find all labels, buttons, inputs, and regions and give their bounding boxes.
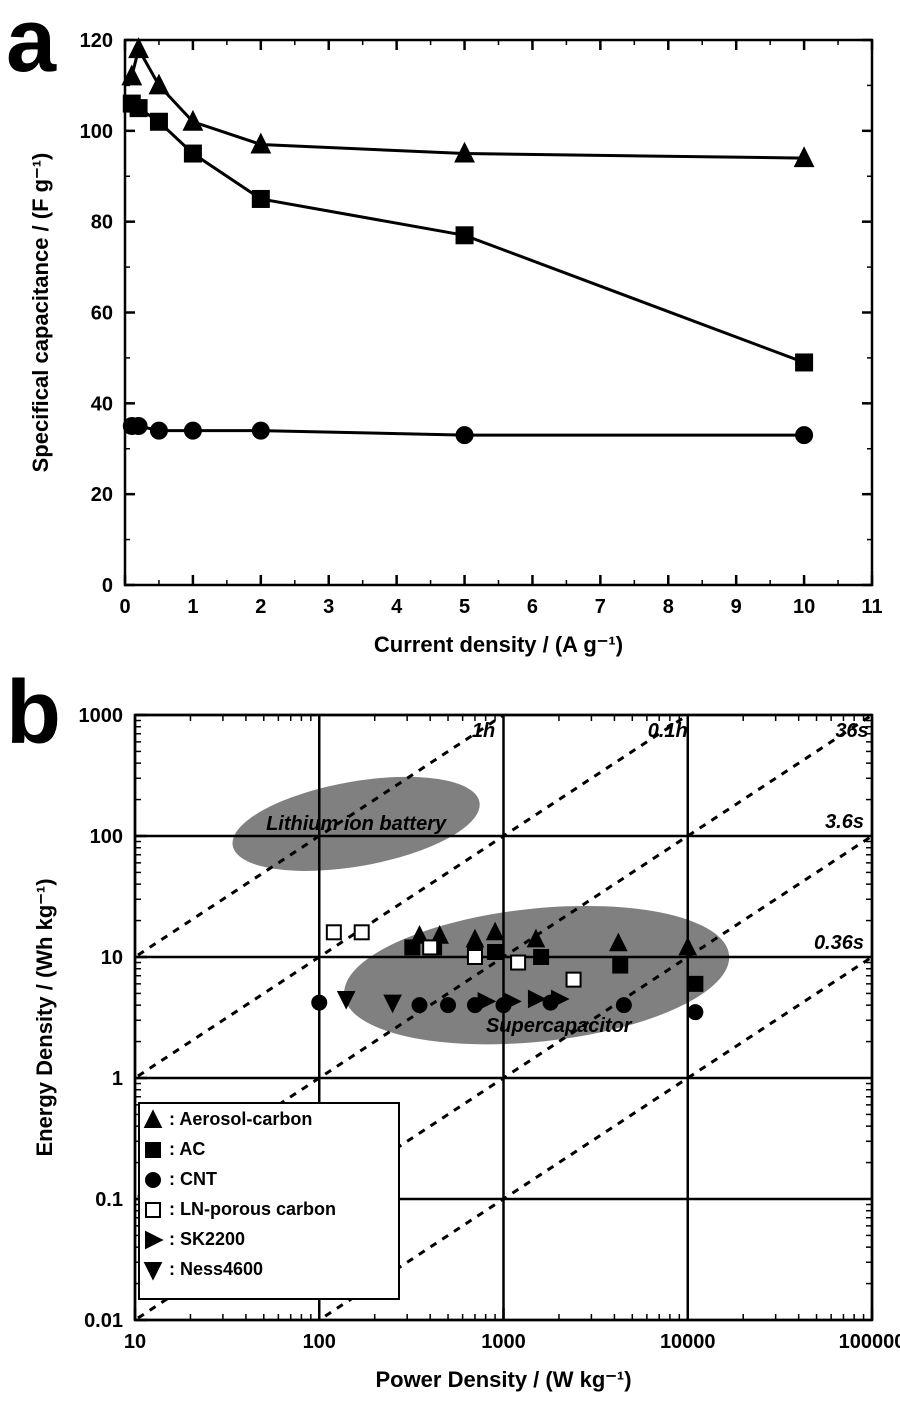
svg-text:7: 7: [595, 596, 606, 618]
svg-text:6: 6: [527, 596, 538, 618]
svg-text:0.01: 0.01: [84, 1310, 123, 1332]
svg-text:100: 100: [303, 1331, 336, 1353]
svg-text:9: 9: [731, 596, 742, 618]
panel-a-label: a: [6, 0, 56, 86]
svg-text:20: 20: [91, 484, 113, 506]
svg-text:1: 1: [112, 1068, 123, 1090]
svg-text:120: 120: [80, 30, 113, 52]
svg-text:1000: 1000: [481, 1331, 526, 1353]
svg-text:5: 5: [459, 596, 470, 618]
svg-text:2: 2: [255, 596, 266, 618]
svg-text:Power Density / (W kg⁻¹): Power Density / (W kg⁻¹): [375, 1367, 631, 1392]
svg-text:: Aerosol-carbon: : Aerosol-carbon: [169, 1109, 312, 1129]
svg-text:3: 3: [323, 596, 334, 618]
svg-text:11: 11: [861, 596, 882, 618]
svg-text:40: 40: [91, 393, 113, 415]
svg-text:36s: 36s: [835, 720, 868, 742]
svg-text:: SK2200: : SK2200: [169, 1229, 245, 1249]
panel-b-chart: 10 100 1000 10000 100000 0.01 0.1 1 10 100 1000 Pow…: [0, 680, 900, 1415]
panel-b-label: b: [6, 668, 61, 758]
svg-text:0.36s: 0.36s: [814, 932, 864, 954]
panel-b: b 101001000100001000000.010.11101001000P…: [0, 680, 900, 1415]
svg-text:8: 8: [663, 596, 674, 618]
svg-text:3.6s: 3.6s: [825, 811, 864, 833]
svg-text:100: 100: [80, 121, 113, 143]
svg-text:: CNT: : CNT: [169, 1169, 217, 1189]
page: a 01234567891011020406080100120Current d…: [0, 0, 900, 1415]
svg-text:Specifical capacitance / (F g⁻: Specifical capacitance / (F g⁻¹): [28, 153, 53, 473]
svg-text:10000: 10000: [660, 1331, 716, 1353]
panel-a-chart: 0 1 2 3 4 5 6 7 8 9 10 11 0 20 40 60 80 100 120 Current den…: [0, 0, 900, 680]
svg-text:: LN-porous carbon: : LN-porous carbon: [169, 1199, 336, 1219]
svg-text:0: 0: [119, 596, 130, 618]
svg-text:: AC: : AC: [169, 1139, 205, 1159]
svg-text:10: 10: [124, 1331, 146, 1353]
svg-text:Lithium ion battery: Lithium ion battery: [266, 813, 447, 835]
svg-text:4: 4: [391, 596, 403, 618]
svg-text:1h: 1h: [472, 720, 495, 742]
svg-text:0: 0: [102, 575, 113, 597]
svg-text:0.1: 0.1: [95, 1189, 123, 1211]
svg-text:80: 80: [91, 212, 113, 234]
svg-text:Current density / (A g⁻¹): Current density / (A g⁻¹): [374, 632, 623, 657]
svg-text:100000: 100000: [839, 1331, 900, 1353]
svg-text:: Ness4600: : Ness4600: [169, 1259, 263, 1279]
svg-text:Supercapacitor: Supercapacitor: [486, 1015, 633, 1037]
svg-text:10: 10: [101, 947, 123, 969]
svg-text:100: 100: [90, 826, 123, 848]
svg-text:Energy Density / (Wh kg⁻¹): Energy Density / (Wh kg⁻¹): [32, 878, 57, 1156]
svg-text:1: 1: [187, 596, 198, 618]
svg-text:10: 10: [793, 596, 815, 618]
svg-text:0.1h: 0.1h: [648, 720, 688, 742]
panel-a: a 0 1 2 3 4 5 6 7 8 9 10 11 0 20 40 60 80 100 120 Current d…: [0, 0, 900, 680]
svg-text:1000: 1000: [79, 705, 124, 727]
svg-text:60: 60: [91, 303, 113, 325]
